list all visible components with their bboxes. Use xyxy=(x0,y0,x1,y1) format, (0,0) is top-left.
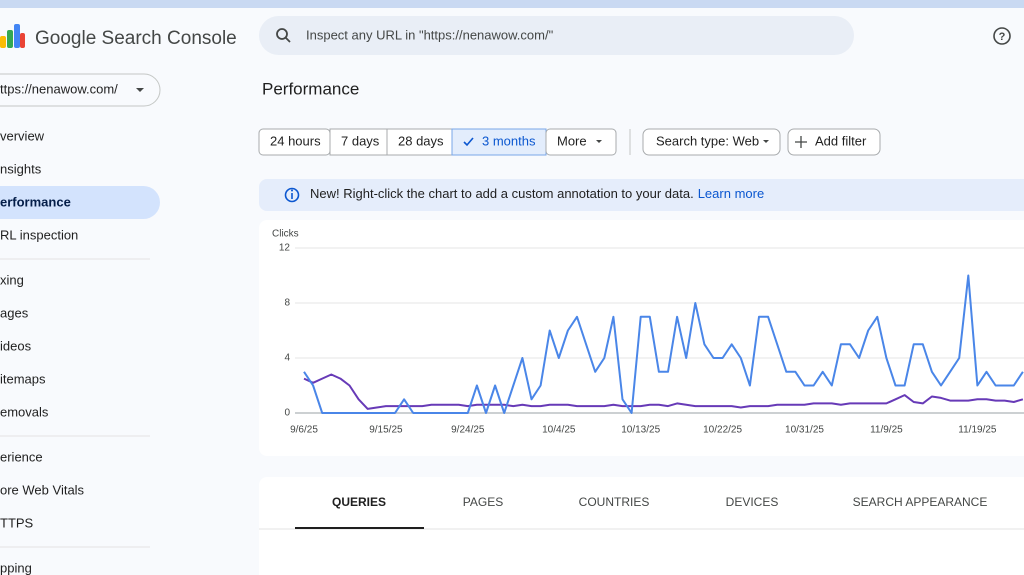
search-placeholder: Inspect any URL in "https://nenawow.com/… xyxy=(306,27,554,42)
x-tick-label: 11/19/25 xyxy=(958,425,997,436)
search-icon xyxy=(276,28,291,43)
tab-label[interactable]: DEVICES xyxy=(726,495,779,509)
x-tick-label: 10/4/25 xyxy=(542,425,576,436)
dropdown-caret xyxy=(763,140,769,143)
tab-label[interactable]: SEARCH APPEARANCE xyxy=(853,495,988,509)
y-axis-label: Clicks xyxy=(272,229,299,240)
logo xyxy=(0,24,25,48)
y-tick-label: 0 xyxy=(284,408,290,419)
series-line xyxy=(303,274,1024,414)
series-line xyxy=(303,373,1024,410)
dropdown-caret xyxy=(136,88,144,92)
nav-item[interactable]: ideos xyxy=(0,338,32,353)
svg-text:?: ? xyxy=(999,31,1006,43)
x-tick-label: 9/15/25 xyxy=(369,425,403,436)
date-filter-label: More xyxy=(557,133,587,148)
date-filter-label: 3 months xyxy=(482,133,536,148)
learn-more-link[interactable]: Learn more xyxy=(698,186,764,201)
plus-icon xyxy=(795,136,807,148)
nav-item[interactable]: itemaps xyxy=(0,371,46,386)
banner xyxy=(259,179,1024,211)
tabs-card xyxy=(259,477,1024,575)
nav-item[interactable]: nsights xyxy=(0,161,42,176)
search-type-button[interactable] xyxy=(642,128,781,156)
chart: 0 4 8 12 9/6/25 9/15/25 9/24/25 10/4/25 10/13/25… xyxy=(279,243,1024,436)
add-filter-label: Add filter xyxy=(815,133,867,148)
x-tick-label: 9/24/25 xyxy=(451,425,485,436)
date-filter-button[interactable] xyxy=(545,128,617,156)
product-name: Google Search Console xyxy=(35,28,237,49)
property-selector[interactable] xyxy=(0,73,161,107)
tab-label[interactable]: QUERIES xyxy=(332,495,386,509)
nav-item[interactable]: ore Web Vitals xyxy=(0,482,85,497)
top-strip xyxy=(0,0,1024,8)
nav-item[interactable]: erience xyxy=(0,449,43,464)
tab-label[interactable]: COUNTRIES xyxy=(579,495,650,509)
tabs: QUERIES PAGES COUNTRIES DEVICES SEARCH APPEA… xyxy=(295,495,987,529)
nav-item[interactable]: verview xyxy=(0,128,45,143)
x-tick-label: 11/9/25 xyxy=(870,425,903,436)
nav-item[interactable]: xing xyxy=(0,272,24,287)
nav-item[interactable]: TTPS xyxy=(0,515,34,530)
x-tick-label: 9/6/25 xyxy=(290,425,318,436)
help-button[interactable]: ? xyxy=(993,27,1011,45)
date-filter-label: 28 days xyxy=(398,133,444,148)
x-tick-label: 10/13/25 xyxy=(621,425,660,436)
page-title: Performance xyxy=(262,79,359,98)
sidebar: verview nsights erformance RL inspection xin… xyxy=(0,128,160,575)
chart-card xyxy=(259,220,1024,456)
filter-bar: 24 hours 7 days 28 days 3 months More Search … xyxy=(258,128,881,156)
nav-highlight xyxy=(0,186,160,219)
tab-label[interactable]: PAGES xyxy=(463,495,503,509)
search-box[interactable] xyxy=(259,16,854,55)
dropdown-caret xyxy=(596,140,602,143)
x-tick-label: 10/31/25 xyxy=(785,425,824,436)
nav-item[interactable]: ages xyxy=(0,305,29,320)
date-filter-label: 7 days xyxy=(341,133,380,148)
date-filter-label: 24 hours xyxy=(270,133,321,148)
add-filter-button[interactable] xyxy=(787,128,881,156)
y-tick-label: 12 xyxy=(279,243,291,254)
check-icon xyxy=(463,137,474,147)
info-icon xyxy=(284,187,300,203)
search-type-label: Search type: Web xyxy=(656,133,759,148)
banner-text: New! Right-click the chart to add a cust… xyxy=(310,186,764,201)
y-tick-label: 4 xyxy=(284,353,290,364)
nav-item[interactable]: emovals xyxy=(0,404,49,419)
y-tick-label: 8 xyxy=(284,298,290,309)
nav-item[interactable]: erformance xyxy=(0,194,71,209)
x-tick-label: 10/22/25 xyxy=(703,425,742,436)
nav-item[interactable]: pping xyxy=(0,560,32,575)
nav-item[interactable]: RL inspection xyxy=(0,227,78,242)
banner-message: New! Right-click the chart to add a cust… xyxy=(310,186,694,201)
property-name: ttps://nenawow.com/ xyxy=(0,81,118,96)
active-tab-indicator xyxy=(295,527,424,529)
